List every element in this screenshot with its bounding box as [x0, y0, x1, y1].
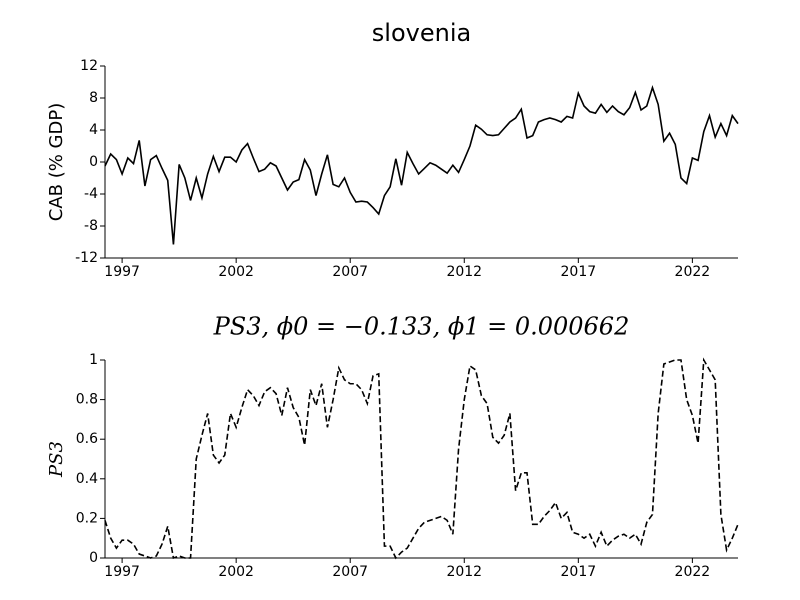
y-tick-label: 0 [89, 154, 98, 170]
y-tick-label: 4 [89, 122, 98, 138]
x-tick-label: 2007 [332, 264, 368, 280]
data-line [104, 357, 739, 560]
x-tick-label: 1997 [104, 564, 140, 580]
y-axis-label: CAB (% GDP) [46, 103, 67, 222]
y-tick-label: -8 [84, 218, 98, 234]
y-tick-label: 0.8 [76, 392, 98, 408]
data-line [104, 85, 739, 245]
y-tick-label: 12 [80, 58, 98, 74]
y-axis-label: PS3 [46, 441, 67, 478]
x-tick-label: 2022 [675, 564, 711, 580]
y-tick-label: 8 [89, 90, 98, 106]
x-tick-label: 2002 [218, 564, 254, 580]
y-tick-label: 1 [89, 352, 98, 368]
x-tick-label: 2012 [446, 564, 482, 580]
x-tick-label: 2022 [675, 264, 711, 280]
x-tick-label: 2012 [446, 264, 482, 280]
x-tick-label: 2002 [218, 264, 254, 280]
y-tick-label: 0.4 [76, 471, 98, 487]
y-tick-label: 0 [89, 550, 98, 566]
y-tick-label: 0.6 [76, 431, 98, 447]
y-tick-label: -12 [75, 250, 98, 266]
x-tick-label: 2017 [561, 564, 597, 580]
y-tick-label: 0.2 [76, 510, 98, 526]
x-tick-label: 2017 [561, 264, 597, 280]
x-tick-label: 2007 [332, 564, 368, 580]
chart-title: slovenia [372, 19, 471, 47]
chart-title: PS3, ϕ0 = −0.133, ϕ1 = 0.000662 [213, 313, 630, 341]
x-tick-label: 1997 [104, 264, 140, 280]
y-tick-label: -4 [84, 186, 98, 202]
